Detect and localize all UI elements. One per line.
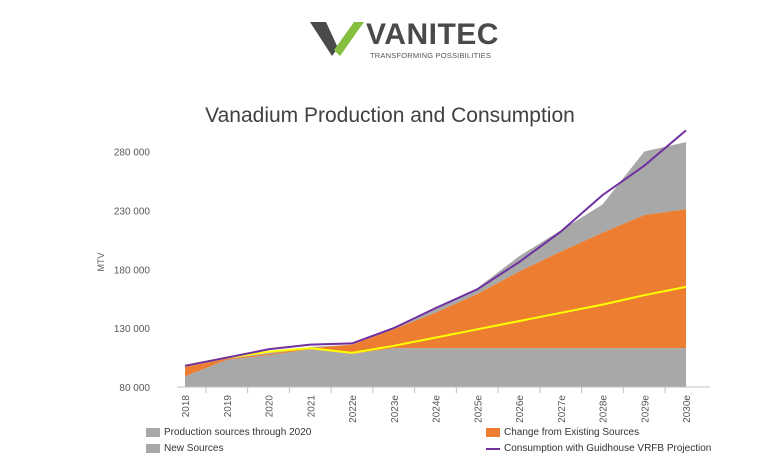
x-tick-label: 2022e [348, 395, 359, 423]
x-tick-label: 2021 [306, 395, 317, 418]
legend-change-label: Change from Existing Sources [504, 427, 640, 438]
legend-production-label: Production sources through 2020 [164, 427, 312, 438]
x-tick-label: 2023e [390, 395, 401, 423]
legend-production: Production sources through 2020 [146, 427, 311, 438]
y-tick-label: 130 000 [114, 324, 151, 335]
x-tick-label: 2029e [640, 395, 651, 423]
x-tick-label: 2018 [181, 395, 192, 418]
yellow-line [184, 285, 687, 367]
x-tick-label: 2030e [682, 395, 693, 423]
vanitec-logo: VANITEC TRANSFORMING POSSIBILITIES [310, 18, 498, 62]
legend-new-sources: New Sources [146, 443, 223, 454]
legend-consumption-label: Consumption with Guidhouse VRFB Projecti… [504, 443, 712, 454]
area-change-from-existing-sources [185, 209, 686, 377]
legend-consumption-swatch [486, 447, 500, 450]
y-tick-label: 80 000 [119, 383, 150, 394]
x-tick-label: 2024e [432, 395, 443, 423]
legend-change: Change from Existing Sources [486, 427, 639, 438]
legend-new-sources-swatch [146, 444, 160, 453]
y-axis-title: MTV [96, 253, 106, 272]
x-tick-label: 2028e [599, 395, 610, 423]
legend-change-swatch [486, 428, 500, 437]
area-new-sources [185, 142, 686, 367]
vanitec-v-icon [310, 22, 364, 56]
x-tick-label: 2027e [557, 395, 568, 423]
y-tick-label: 280 000 [114, 148, 151, 159]
logo-tagline: TRANSFORMING POSSIBILITIES [370, 51, 492, 60]
x-tick-label: 2019 [223, 395, 234, 418]
y-tick-label: 230 000 [114, 206, 151, 217]
logo-brand: VANITEC [366, 18, 499, 51]
legend-consumption: Consumption with Guidhouse VRFB Projecti… [486, 443, 711, 454]
y-tick-label: 180 000 [114, 265, 151, 276]
chart-title: Vanadium Production and Consumption [205, 104, 575, 127]
x-tick-label: 2026e [515, 395, 526, 423]
area-production-sources-through-2020 [185, 348, 686, 387]
x-tick-label: 2020 [265, 395, 276, 418]
legend-new-sources-label: New Sources [164, 443, 224, 454]
line-consumption-with-guidhouse-vrfb-projection [184, 129, 687, 367]
x-tick-label: 2025e [473, 395, 484, 423]
legend-production-swatch [146, 428, 160, 437]
